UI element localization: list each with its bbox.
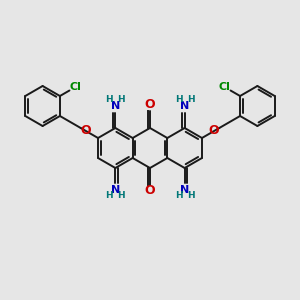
Text: O: O [209, 124, 219, 137]
Text: Cl: Cl [70, 82, 82, 92]
Text: H: H [106, 95, 113, 104]
Text: N: N [111, 101, 120, 111]
Text: H: H [175, 191, 182, 200]
Text: O: O [145, 98, 155, 112]
Text: N: N [111, 185, 120, 195]
Text: H: H [118, 191, 125, 200]
Text: H: H [175, 95, 182, 104]
Text: H: H [187, 191, 194, 200]
Text: O: O [81, 124, 91, 137]
Text: Cl: Cl [218, 82, 230, 92]
Text: N: N [180, 101, 189, 111]
Text: H: H [118, 95, 125, 104]
Text: H: H [187, 95, 194, 104]
Text: H: H [106, 191, 113, 200]
Text: N: N [180, 185, 189, 195]
Text: O: O [145, 184, 155, 197]
